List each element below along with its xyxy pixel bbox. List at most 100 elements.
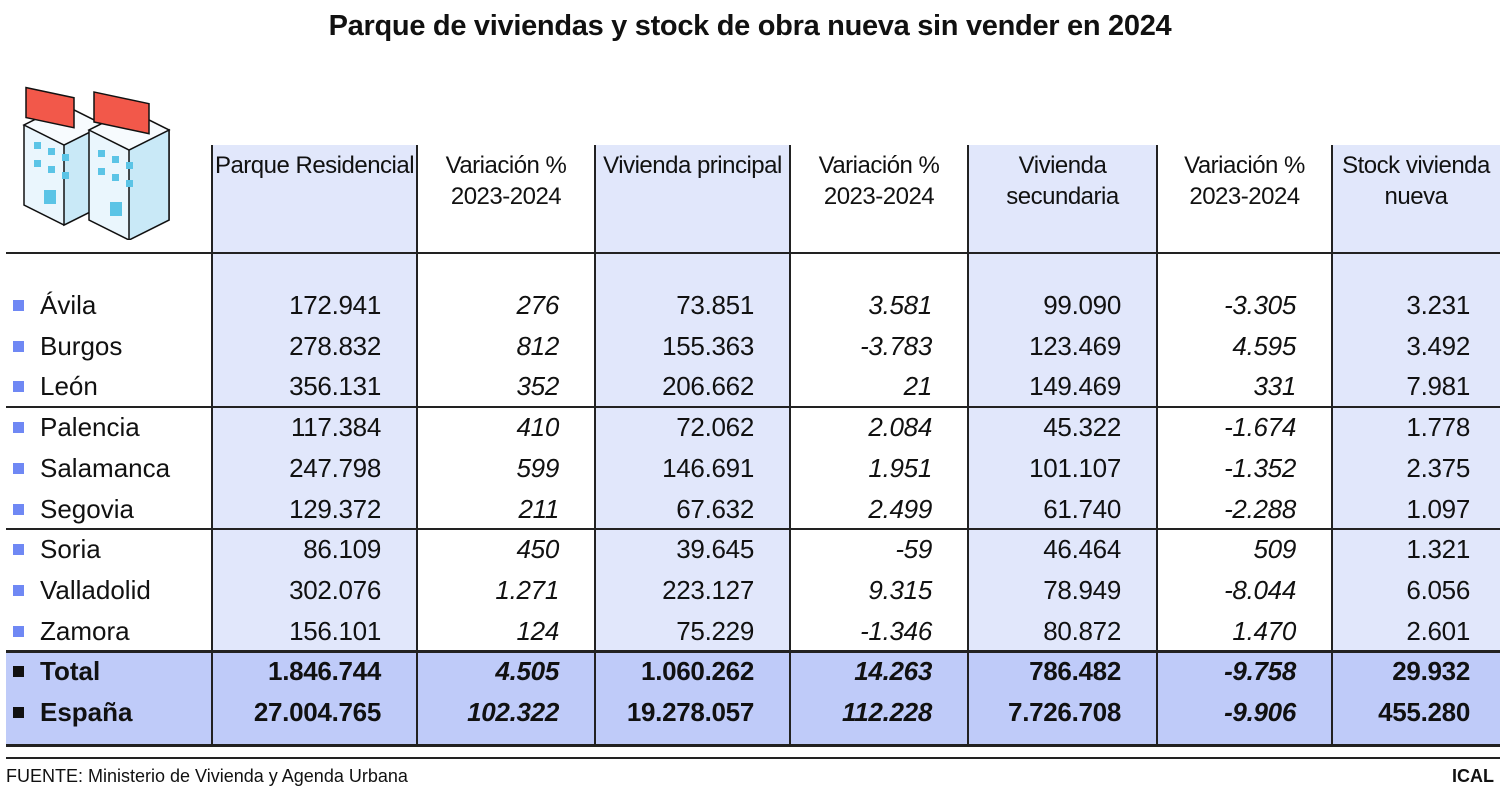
table-cell: -9.906	[1224, 697, 1296, 727]
table-cell: 247.798	[289, 452, 381, 483]
table-cell: 7.981	[1406, 371, 1470, 402]
bullet-icon	[13, 462, 24, 474]
table-cell: 786.482	[1029, 656, 1121, 686]
table-cell: 812	[516, 330, 560, 361]
table-cell: 102.322	[467, 697, 559, 727]
column-shade	[212, 145, 417, 745]
table-cell: -1.674	[1224, 412, 1296, 443]
table-cell: 211	[518, 493, 559, 524]
table-cell: 352	[516, 371, 560, 402]
table-cell: 1.097	[1406, 493, 1470, 524]
table-cell: 2.084	[868, 412, 932, 443]
table-cell: 1.951	[868, 452, 932, 483]
table-cell: 67.632	[676, 493, 754, 524]
bullet-icon	[13, 340, 24, 352]
row-label: Zamora	[40, 615, 130, 646]
table-cell: 123.469	[1029, 330, 1121, 361]
table-cell: 129.372	[289, 493, 381, 524]
table-cell: 3.492	[1406, 330, 1470, 361]
bullet-icon	[13, 625, 24, 637]
table-cell: 410	[516, 412, 560, 443]
credit: ICAL	[1452, 766, 1494, 786]
table-cell: 1.778	[1406, 412, 1470, 443]
table-cell: 73.851	[676, 290, 754, 320]
bullet-icon	[13, 666, 24, 677]
table-cell: 6.056	[1406, 574, 1470, 605]
row-label: Segovia	[40, 493, 134, 524]
table-cell: 27.004.765	[253, 697, 381, 727]
column-divider	[967, 145, 969, 745]
row-divider	[6, 406, 1500, 408]
table-cell: 2.601	[1406, 615, 1470, 646]
table-cell: 9.315	[868, 574, 932, 605]
column-divider	[789, 145, 791, 745]
row-label: León	[40, 371, 98, 402]
source-note: FUENTE: Ministerio de Vivienda y Agenda …	[6, 766, 408, 786]
table-cell: 1.470	[1232, 615, 1296, 646]
column-header: Variación % 2023-2024	[445, 152, 567, 210]
row-label: España	[40, 697, 133, 727]
bullet-icon	[13, 300, 24, 311]
column-divider	[211, 145, 213, 745]
table-cell: 276	[516, 290, 560, 320]
table-cell: 450	[516, 534, 560, 565]
table-cell: 2.375	[1406, 452, 1470, 483]
table-cell: 172.941	[289, 290, 381, 320]
table-cell: 156.101	[289, 615, 381, 646]
table-cell: 45.322	[1043, 412, 1121, 443]
column-shade	[1332, 145, 1500, 745]
column-divider	[1156, 145, 1158, 745]
row-label: Valladolid	[40, 574, 151, 605]
bullet-icon	[13, 503, 24, 515]
row-label: Total	[40, 656, 101, 686]
table-cell: -59	[895, 534, 932, 565]
column-divider	[594, 145, 596, 745]
table-cell: 101.107	[1029, 452, 1121, 483]
table-cell: 4.595	[1232, 330, 1296, 361]
table-cell: 99.090	[1043, 290, 1121, 320]
table-cell: 86.109	[303, 534, 381, 565]
table-cell: -8.044	[1224, 574, 1296, 605]
bullet-icon	[13, 584, 24, 596]
row-divider	[6, 252, 1500, 254]
table-cell: 61.740	[1043, 493, 1121, 524]
table-cell: 3.231	[1406, 290, 1470, 320]
table-cell: 331	[1253, 371, 1297, 402]
row-label: Palencia	[40, 412, 140, 443]
buildings-with-billboards-icon	[22, 86, 171, 240]
row-label: Salamanca	[40, 452, 171, 483]
totals-shade	[6, 652, 1500, 745]
column-divider	[1331, 145, 1333, 745]
table-cell: 509	[1253, 534, 1297, 565]
table-cell: -9.758	[1224, 656, 1296, 686]
table-cell: 80.872	[1043, 615, 1121, 646]
table-cell: 3.581	[868, 290, 932, 320]
table-cell: 599	[516, 452, 560, 483]
bullet-icon	[13, 707, 24, 718]
table-cell: 78.949	[1043, 574, 1121, 605]
table-cell: 19.278.057	[626, 697, 754, 727]
table-cell: 7.726.708	[1008, 697, 1121, 727]
column-header: Vivienda principal	[603, 152, 782, 179]
table-cell: 206.662	[662, 371, 754, 402]
table-cell: 278.832	[289, 330, 381, 361]
table-cell: 2.499	[868, 493, 932, 524]
row-divider	[6, 744, 1500, 747]
column-header: Stock vivienda nueva	[1342, 152, 1490, 210]
table-cell: 112.228	[842, 697, 932, 727]
table-cell: 46.464	[1043, 534, 1121, 565]
column-shade	[595, 145, 790, 745]
column-shade	[968, 145, 1157, 745]
column-divider	[416, 145, 418, 745]
table-cell: 1.271	[495, 574, 559, 605]
table-cell: 356.131	[289, 371, 381, 402]
table-cell: 117.384	[291, 412, 381, 443]
table-cell: 4.505	[495, 656, 559, 686]
row-label: Soria	[40, 534, 101, 565]
column-header: Parque Residencial	[214, 152, 415, 179]
table-cell: 14.263	[854, 656, 932, 686]
table-cell: -3.783	[860, 330, 932, 361]
column-header: Vivienda secundaria	[1006, 152, 1119, 210]
table-cell: 39.645	[676, 534, 754, 565]
table-cell: 302.076	[289, 574, 381, 605]
